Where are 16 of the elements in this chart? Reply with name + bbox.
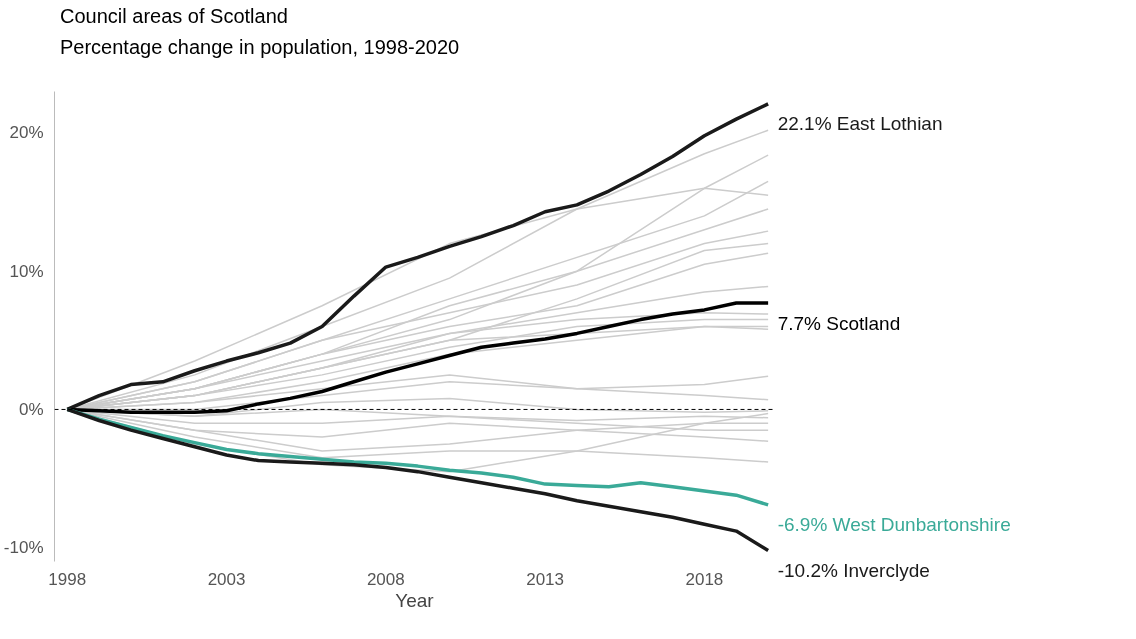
y-tick-label: 20% <box>9 123 44 143</box>
y-tick-label: 10% <box>9 261 44 281</box>
x-tick-label: 2003 <box>207 569 246 589</box>
chart-subtitle: Percentage change in population, 1998-2020 <box>60 34 460 60</box>
x-tick-label: 2008 <box>366 569 405 589</box>
text: 7.7% Scotland <box>777 312 901 334</box>
x-tick-label: 2013 <box>526 569 565 589</box>
x-tick-label: 2018 <box>685 569 724 589</box>
x-axis-title: Year <box>395 589 435 611</box>
text: -6.9% West Dunbartonshire <box>777 514 1011 536</box>
text: -10.2% Inverclyde <box>777 560 930 582</box>
text: 22.1% East Lothian <box>777 113 943 135</box>
x-tick-label: 1998 <box>48 569 87 589</box>
chart-title: Council areas of Scotland <box>60 4 288 29</box>
y-tick-label: 0% <box>18 400 44 420</box>
y-tick-label: -10% <box>3 538 44 558</box>
